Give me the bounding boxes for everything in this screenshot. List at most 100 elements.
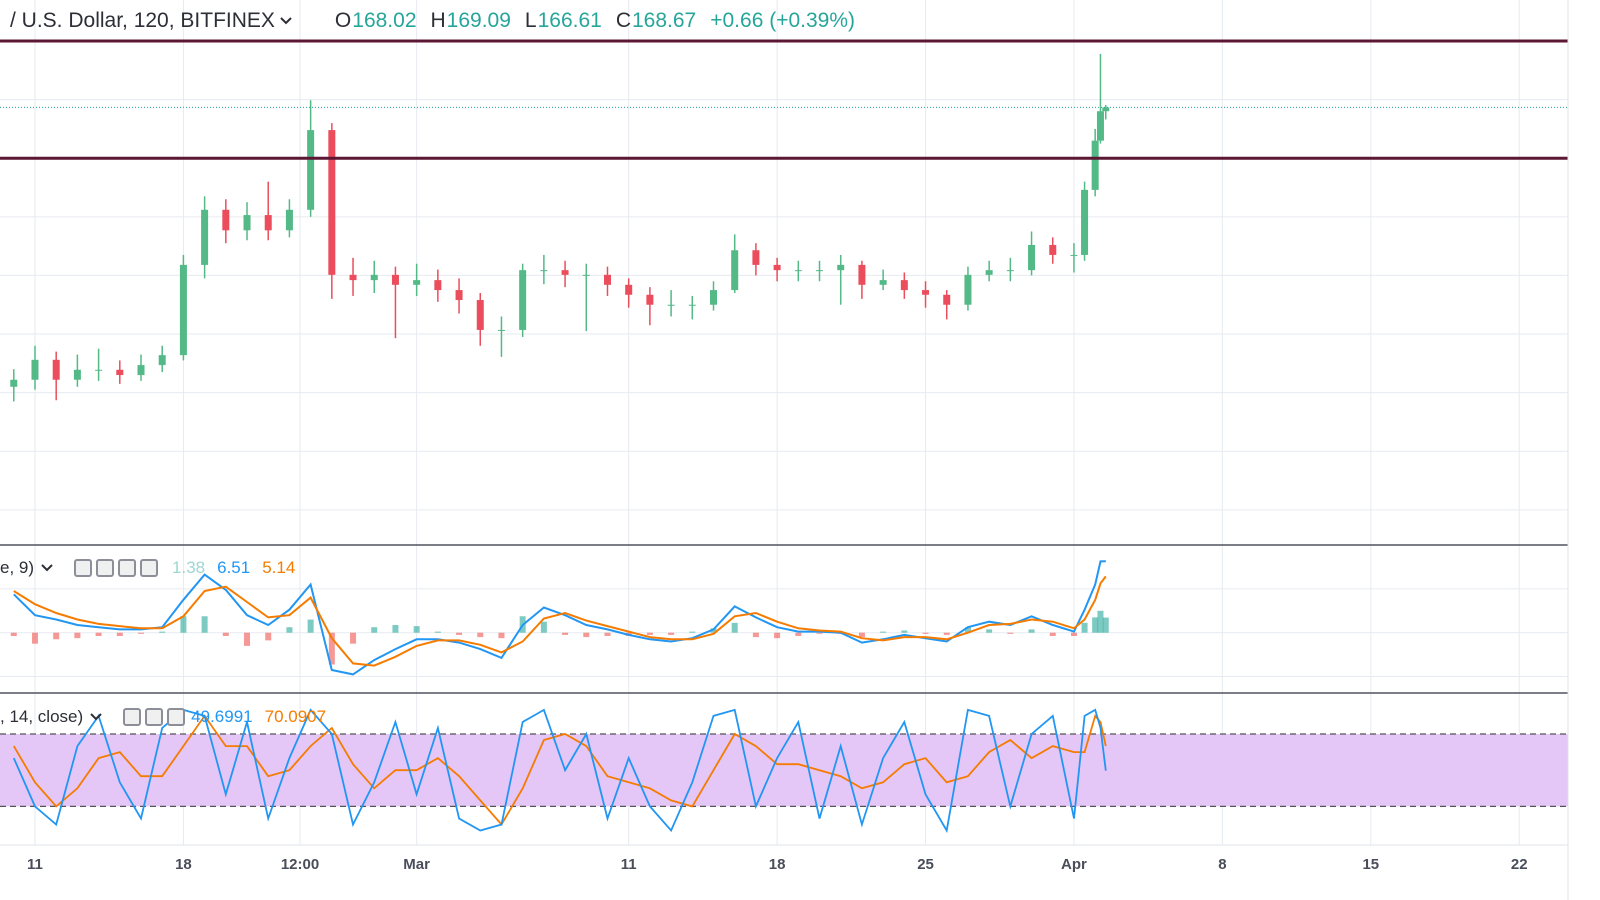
candle-body — [561, 270, 569, 275]
x-tick-label: 12:00 — [281, 856, 319, 873]
candle-body — [1091, 140, 1099, 190]
macd-value: 6.51 — [217, 558, 251, 577]
candle-body — [646, 294, 654, 305]
candle-body — [922, 290, 930, 295]
histogram-bar — [95, 632, 102, 636]
x-tick-label: Mar — [403, 856, 430, 873]
candle-body — [1049, 244, 1057, 255]
histogram-bar — [350, 632, 357, 644]
histogram-bar — [413, 626, 420, 633]
histogram-bar — [1102, 617, 1109, 633]
histogram-bar — [159, 631, 166, 633]
candle-body — [752, 250, 760, 265]
open-value: 168.02 — [352, 9, 417, 32]
candle-body — [497, 329, 505, 331]
histogram-bar — [964, 627, 971, 633]
candle-body — [816, 270, 824, 272]
x-tick-label: 18 — [769, 856, 786, 873]
x-tick-label: 11 — [621, 856, 637, 873]
candle-body — [1081, 189, 1089, 255]
candle-body — [10, 379, 18, 387]
candle-body — [1102, 107, 1110, 112]
x-tick-label: Apr — [1061, 856, 1087, 873]
candle-body — [858, 264, 866, 285]
histogram-bar — [604, 632, 611, 636]
histogram-bar — [583, 632, 590, 638]
histogram-bar — [244, 632, 251, 646]
remove-icon[interactable] — [167, 708, 186, 726]
candle-body — [837, 264, 845, 271]
candle-body — [73, 369, 81, 380]
close-value: 168.67 — [632, 9, 697, 32]
change: +0.66 (+0.39%) — [710, 9, 855, 32]
histogram-bar — [74, 632, 81, 639]
histogram-bar — [392, 625, 399, 633]
remove-icon[interactable] — [140, 559, 159, 577]
candle-body — [1070, 254, 1078, 256]
candle-body — [137, 365, 145, 376]
candle-body — [307, 130, 315, 210]
stoch-legend: , 14, close) 49.6991 70.0907 — [0, 707, 326, 727]
histogram-bar — [858, 632, 865, 638]
histogram-value: 1.38 — [172, 558, 206, 577]
candle-body — [116, 369, 124, 376]
candle-body — [794, 270, 802, 272]
macd-chevron[interactable] — [40, 563, 54, 573]
x-tick-label: 25 — [917, 856, 934, 873]
k-value: 49.6991 — [191, 707, 253, 726]
symbol-chevron[interactable] — [279, 16, 293, 26]
candle-body — [201, 209, 209, 265]
header: / U.S. Dollar, 120, BITFINEX O 168.02 H 16… — [10, 9, 869, 33]
candle-body — [158, 355, 166, 366]
signal-value: 5.14 — [262, 558, 296, 577]
candle-body — [709, 290, 717, 305]
symbol[interactable]: / U.S. Dollar, 120, BITFINEX — [10, 9, 275, 32]
candle-body — [52, 359, 60, 380]
plot-area — [0, 39, 1568, 834]
candle-body — [667, 304, 675, 306]
histogram-bar — [943, 632, 950, 635]
high-label: H — [430, 9, 446, 32]
histogram-bar — [731, 622, 738, 633]
x-tick-label: 8 — [1218, 856, 1226, 873]
low-value: 166.61 — [537, 9, 602, 32]
candle-body — [900, 280, 908, 291]
candle-body — [95, 369, 103, 371]
histogram-bar — [456, 632, 463, 635]
candle-body — [879, 280, 887, 285]
candle-body — [688, 304, 696, 306]
high-value: 169.09 — [446, 9, 511, 32]
candle-body — [370, 274, 378, 281]
histogram-bar — [201, 616, 208, 633]
candle-body — [264, 215, 272, 231]
histogram-bar — [1097, 610, 1104, 633]
candle-body — [243, 215, 251, 231]
histogram-bar — [710, 628, 717, 633]
source-icon[interactable] — [118, 559, 137, 577]
candle-body — [731, 250, 739, 291]
candle-body — [985, 270, 993, 275]
settings-icon[interactable] — [145, 708, 164, 726]
histogram-bar — [10, 632, 17, 636]
histogram-bar — [752, 632, 759, 638]
candle-body — [222, 209, 230, 231]
macd-line — [13, 560, 1106, 676]
stoch-chevron[interactable] — [89, 712, 103, 722]
stoch-label: , 14, close) — [0, 707, 84, 726]
hide-icon[interactable] — [123, 708, 142, 726]
histogram-bar — [774, 632, 781, 639]
histogram-bar — [1081, 622, 1088, 633]
candle-body — [625, 284, 633, 295]
histogram-bar — [816, 632, 823, 634]
histogram-bar — [53, 632, 60, 640]
k-line — [12, 708, 1107, 834]
histogram-bar — [1049, 632, 1056, 636]
signal-line — [13, 575, 1107, 667]
settings-icon[interactable] — [96, 559, 115, 577]
candle-body — [943, 294, 951, 305]
histogram-bar — [795, 632, 802, 636]
candle-body — [349, 274, 357, 281]
histogram-bar — [222, 632, 229, 636]
hide-icon[interactable] — [74, 559, 93, 577]
